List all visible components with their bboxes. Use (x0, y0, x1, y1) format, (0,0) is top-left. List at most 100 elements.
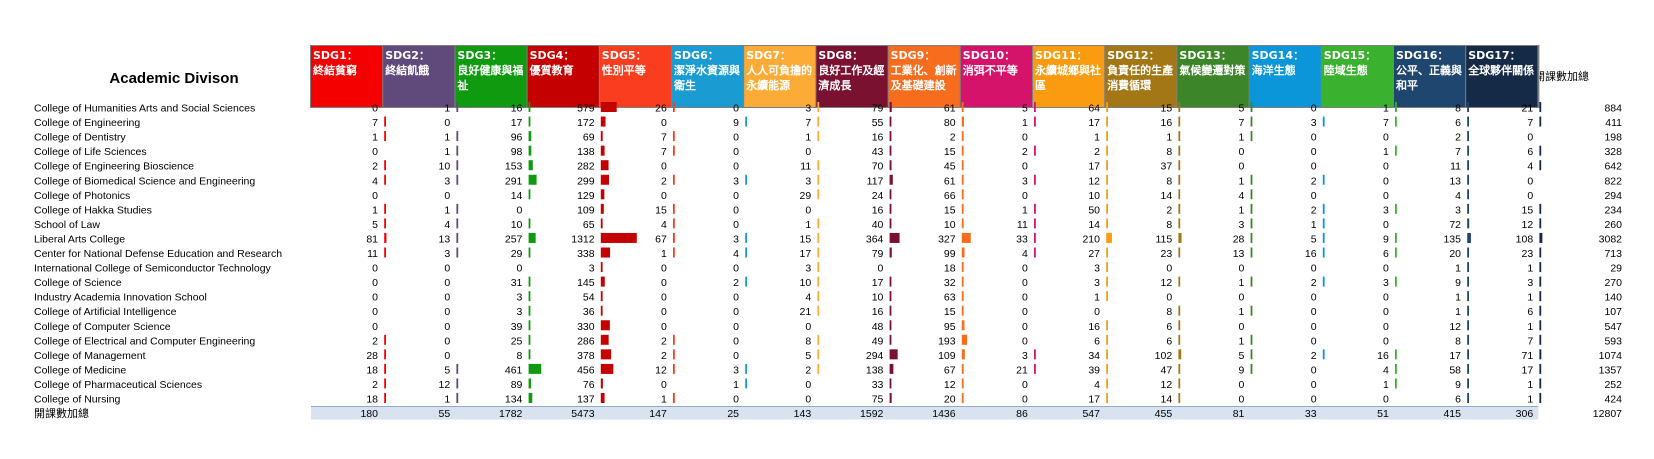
cell-value: 1 (1527, 263, 1533, 275)
cell-bar (1178, 334, 1181, 345)
cell-bar (528, 102, 531, 112)
cell-bar (673, 218, 675, 229)
cell-value: 0 (1022, 306, 1028, 318)
cell-value: 3 (1527, 277, 1533, 289)
row-total: 328 (1604, 146, 1622, 158)
cell-value: 2 (1311, 350, 1317, 362)
cell-bar (961, 378, 964, 389)
sdg-header-label: SDG7：人人可負擔的永續能源 (745, 49, 812, 92)
sdg-header-label: SDG3：良好健康與福祉 (456, 49, 523, 92)
cell-bar (384, 334, 386, 345)
cell-value: 28 (366, 350, 378, 362)
cell-bar (817, 232, 820, 243)
row-label: College of Artificial Intelligence (34, 306, 177, 318)
row-total: 884 (1604, 103, 1622, 115)
cell-value: 65 (583, 219, 595, 231)
cell-bar (1467, 116, 1469, 127)
cell-value: 1 (1239, 132, 1245, 144)
cell-bar (1322, 232, 1325, 243)
cell-value: 1 (1383, 379, 1389, 391)
cell-value: 153 (505, 161, 523, 173)
cell-value: 81 (366, 233, 378, 245)
cell-bar (528, 320, 531, 331)
cell-bar (456, 247, 459, 258)
cell-bar (889, 334, 892, 345)
cell-value: 1 (1239, 175, 1245, 187)
cell-value: 0 (733, 132, 739, 144)
cell-value: 1 (372, 204, 378, 216)
cell-value: 14 (1161, 190, 1173, 202)
cell-bar (673, 349, 675, 360)
cell-bar (1539, 349, 1542, 360)
sdg-header-cell (311, 46, 383, 107)
column-total: 55 (439, 408, 451, 420)
sdg-header-label: SDG17：全球夥伴關係 (1467, 49, 1534, 77)
cell-bar (1106, 102, 1108, 112)
row-label: College of Life Sciences (34, 146, 147, 158)
cell-bar (1467, 393, 1469, 403)
column-total: 25 (727, 408, 739, 420)
column-total: 1782 (499, 408, 523, 420)
cell-value: 15 (800, 233, 812, 245)
row-label: College of Humanities Arts and Social Sc… (34, 103, 255, 115)
cell-value: 0 (444, 117, 450, 129)
cell-bar (1539, 305, 1542, 316)
cell-value: 6 (1527, 306, 1533, 318)
cell-bar (1178, 131, 1181, 142)
cell-bar (889, 218, 892, 229)
cell-bar (1106, 276, 1108, 287)
cell-value: 10 (800, 277, 812, 289)
cell-value: 34 (1088, 350, 1100, 362)
cell-value: 8 (1455, 103, 1461, 115)
cell-value: 70 (872, 161, 884, 173)
cell-value: 23 (1161, 248, 1173, 260)
cell-bar (1106, 189, 1108, 200)
column-total: 547 (1082, 408, 1100, 420)
cell-value: 0 (1311, 263, 1317, 275)
cell-value: 2 (733, 277, 739, 289)
cell-value: 43 (872, 146, 884, 158)
cell-value: 15 (1522, 204, 1534, 216)
row-label: College of Engineering Bioscience (34, 161, 194, 173)
cell-bar (384, 349, 386, 360)
cell-bar (961, 349, 965, 360)
cell-bar (528, 247, 531, 258)
cell-value: 0 (1383, 190, 1389, 202)
cell-value: 0 (733, 394, 739, 406)
cell-value: 0 (733, 335, 739, 347)
cell-bar (1034, 116, 1036, 127)
cell-value: 1 (733, 379, 739, 391)
cell-value: 66 (944, 190, 956, 202)
cell-value: 11 (1017, 219, 1028, 231)
row-label: College of Management (34, 350, 146, 362)
cell-bar (528, 174, 537, 185)
cell-bar (817, 305, 820, 316)
cell-value: 50 (1088, 204, 1100, 216)
cell-bar (817, 363, 820, 374)
cell-value: 0 (1239, 146, 1245, 158)
cell-value: 99 (944, 248, 956, 260)
cell-bar (961, 320, 965, 331)
cell-value: 18 (366, 364, 378, 376)
cell-value: 1 (444, 146, 450, 158)
cell-bar (1467, 102, 1469, 112)
sdg-header-label: SDG16：公平、正義與和平 (1396, 49, 1462, 92)
cell-bar (1539, 160, 1542, 171)
cell-bar (817, 189, 820, 200)
cell-value: 0 (1022, 379, 1028, 391)
cell-value: 0 (1239, 161, 1245, 173)
cell-value: 5 (372, 219, 378, 231)
cell-value: 0 (661, 306, 667, 318)
cell-value: 134 (505, 394, 523, 406)
row-total-header: 開課數加總 (1534, 69, 1589, 83)
cell-bar (1106, 160, 1108, 171)
cell-bar (1034, 247, 1036, 258)
cell-value: 0 (733, 190, 739, 202)
cell-value: 0 (1383, 175, 1389, 187)
row-total: 642 (1604, 161, 1622, 173)
cell-bar (528, 116, 531, 127)
cell-value: 79 (872, 103, 884, 115)
cell-bar (817, 291, 820, 302)
cell-bar (600, 131, 603, 142)
cell-bar (600, 334, 609, 345)
